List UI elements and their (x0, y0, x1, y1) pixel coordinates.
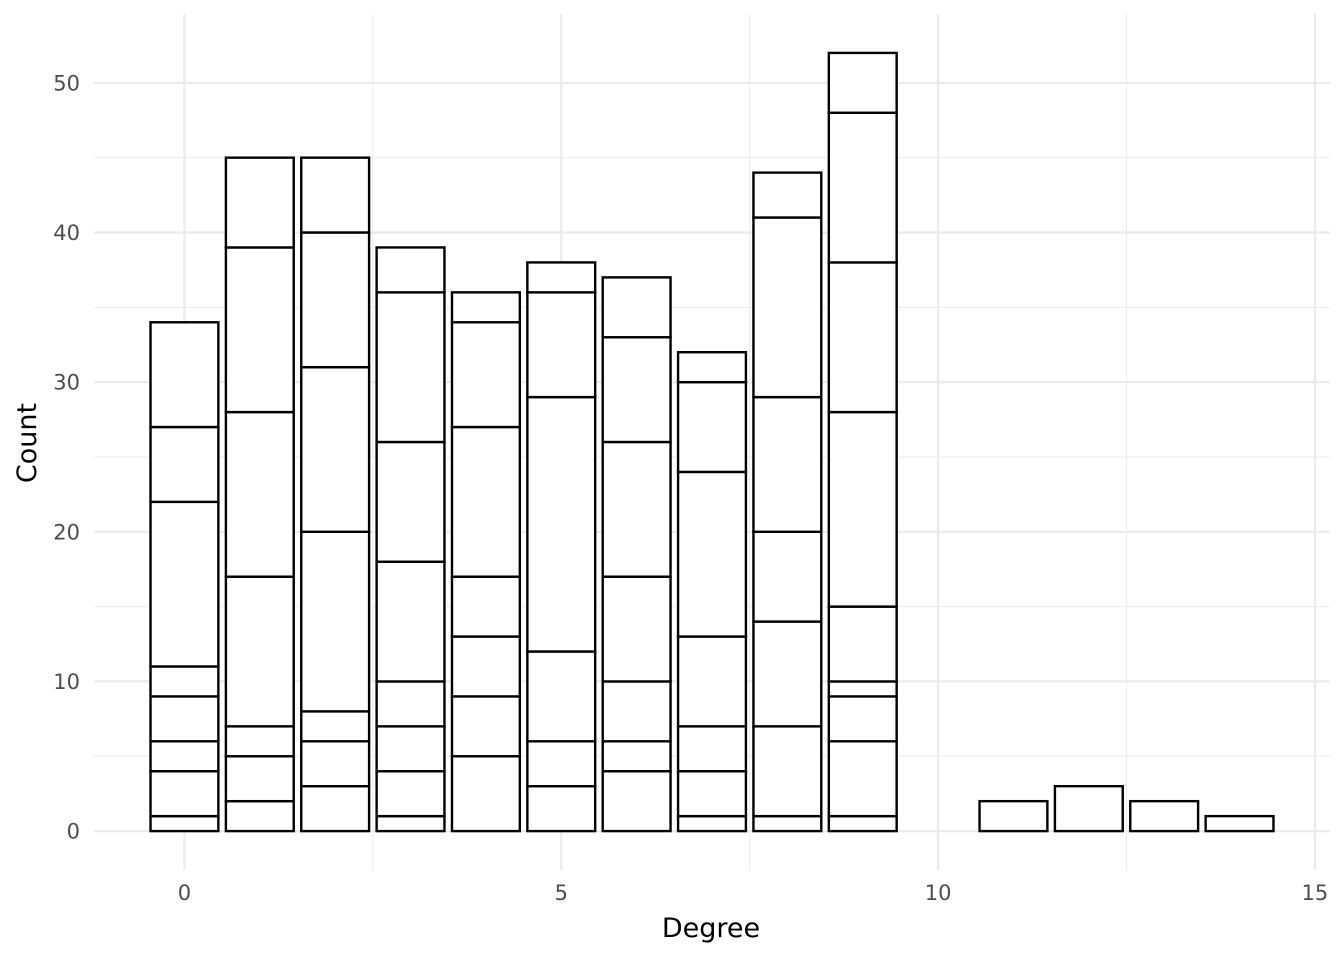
x-tick-label: 5 (555, 881, 568, 905)
bar-segment-degree-5 (526, 740, 597, 788)
bar-segment-degree-9 (827, 740, 898, 818)
bar-segment-degree-9 (827, 51, 898, 114)
bar-segment-degree-1 (224, 755, 295, 803)
bar-segment-degree-9 (827, 261, 898, 414)
bar-segment-degree-11 (978, 799, 1049, 833)
bar-segment-degree-3 (375, 770, 446, 818)
bar-segment-degree-9 (827, 695, 898, 743)
bar-segment-degree-2 (300, 231, 371, 369)
bar-segment-degree-0 (149, 500, 220, 668)
y-tick-label: 0 (67, 820, 80, 844)
bar-segment-degree-8 (752, 620, 823, 728)
bar-segment-degree-0 (149, 740, 220, 773)
bar-segment-degree-8 (752, 814, 823, 833)
bar-segment-degree-2 (300, 530, 371, 713)
bar-segment-degree-6 (601, 440, 672, 578)
bar-segment-degree-6 (601, 770, 672, 833)
bar-segment-degree-9 (827, 605, 898, 683)
bar-segment-degree-3 (375, 814, 446, 833)
bar-segment-degree-1 (224, 575, 295, 728)
bar-segment-degree-6 (601, 336, 672, 444)
bar-segment-degree-1 (224, 156, 295, 249)
y-tick-label: 50 (53, 71, 80, 95)
bar-segment-degree-7 (676, 770, 748, 818)
bar-segment-degree-12 (1053, 784, 1124, 833)
x-tick-label: 0 (178, 881, 191, 905)
bar-segment-degree-0 (149, 665, 220, 698)
bar-segment-degree-8 (752, 725, 823, 818)
bar-segment-degree-6 (601, 740, 672, 773)
bar-segment-degree-4 (450, 321, 522, 429)
bar-segment-degree-4 (450, 291, 522, 324)
bar-segment-degree-4 (450, 575, 522, 638)
bar-segment-degree-9 (827, 680, 898, 698)
y-axis-tick-labels: 0 10 20 30 40 50 (53, 71, 80, 843)
bar-segment-degree-6 (601, 680, 672, 743)
bar-segment-degree-2 (300, 740, 371, 788)
x-axis-title: Degree (662, 913, 760, 944)
bar-segment-degree-4 (450, 755, 522, 833)
bar-segment-degree-2 (300, 784, 371, 833)
bar-segment-degree-3 (375, 725, 446, 773)
bar-segment-degree-3 (375, 291, 446, 444)
bar-segment-degree-2 (300, 156, 371, 234)
bar-segment-degree-8 (752, 171, 823, 219)
bar-segment-degree-3 (375, 680, 446, 728)
bar-segment-degree-5 (526, 291, 597, 399)
bar-segment-degree-1 (224, 410, 295, 578)
bar-segment-degree-5 (526, 650, 597, 743)
bar-segment-degree-1 (224, 725, 295, 758)
bar-segment-degree-0 (149, 770, 220, 818)
bar-segment-degree-0 (149, 425, 220, 504)
bar-segment-degree-1 (224, 799, 295, 833)
y-tick-label: 10 (53, 670, 80, 694)
y-tick-label: 20 (53, 520, 80, 544)
bar-segment-degree-0 (149, 695, 220, 743)
bar-segment-degree-5 (526, 261, 597, 294)
bar-segment-degree-2 (300, 365, 371, 533)
bar-segment-degree-7 (676, 725, 748, 773)
bar-segment-degree-3 (375, 440, 446, 563)
bar-segment-degree-7 (676, 635, 748, 728)
bar-segment-degree-6 (601, 276, 672, 339)
bar-segment-degree-3 (375, 246, 446, 294)
x-axis-tick-labels: 0 5 10 15 (178, 881, 1329, 905)
bar-segment-degree-8 (752, 216, 823, 399)
bar-segment-degree-9 (827, 410, 898, 608)
bar-segment-degree-8 (752, 530, 823, 623)
bar-segment-degree-7 (676, 380, 748, 474)
bar-segment-degree-5 (526, 784, 597, 833)
bar-segment-degree-2 (300, 710, 371, 743)
bar-segment-degree-14 (1204, 814, 1275, 833)
bar-segment-degree-9 (827, 814, 898, 833)
bar-segment-degree-4 (450, 425, 522, 578)
bar-segment-degree-4 (450, 695, 522, 758)
bar-segment-degree-9 (827, 111, 898, 264)
bar-segment-degree-7 (676, 470, 748, 638)
bar-segment-degree-5 (526, 395, 597, 653)
y-tick-label: 30 (53, 371, 80, 395)
bar-segment-degree-0 (149, 814, 220, 833)
bar-segment-degree-7 (676, 814, 748, 833)
bar-segment-degree-6 (601, 575, 672, 683)
bar-segment-degree-13 (1129, 799, 1200, 833)
x-tick-label: 15 (1302, 881, 1329, 905)
bar-segment-degree-7 (676, 351, 748, 384)
bar-segment-degree-3 (375, 560, 446, 683)
bar-segment-degree-0 (149, 321, 220, 429)
x-tick-label: 10 (925, 881, 952, 905)
y-tick-label: 40 (53, 221, 80, 245)
bar-segment-degree-1 (224, 246, 295, 414)
y-axis-title: Count (12, 403, 43, 483)
bar-segment-degree-8 (752, 395, 823, 533)
bar-segment-degree-4 (450, 635, 522, 698)
bars (149, 51, 1275, 833)
